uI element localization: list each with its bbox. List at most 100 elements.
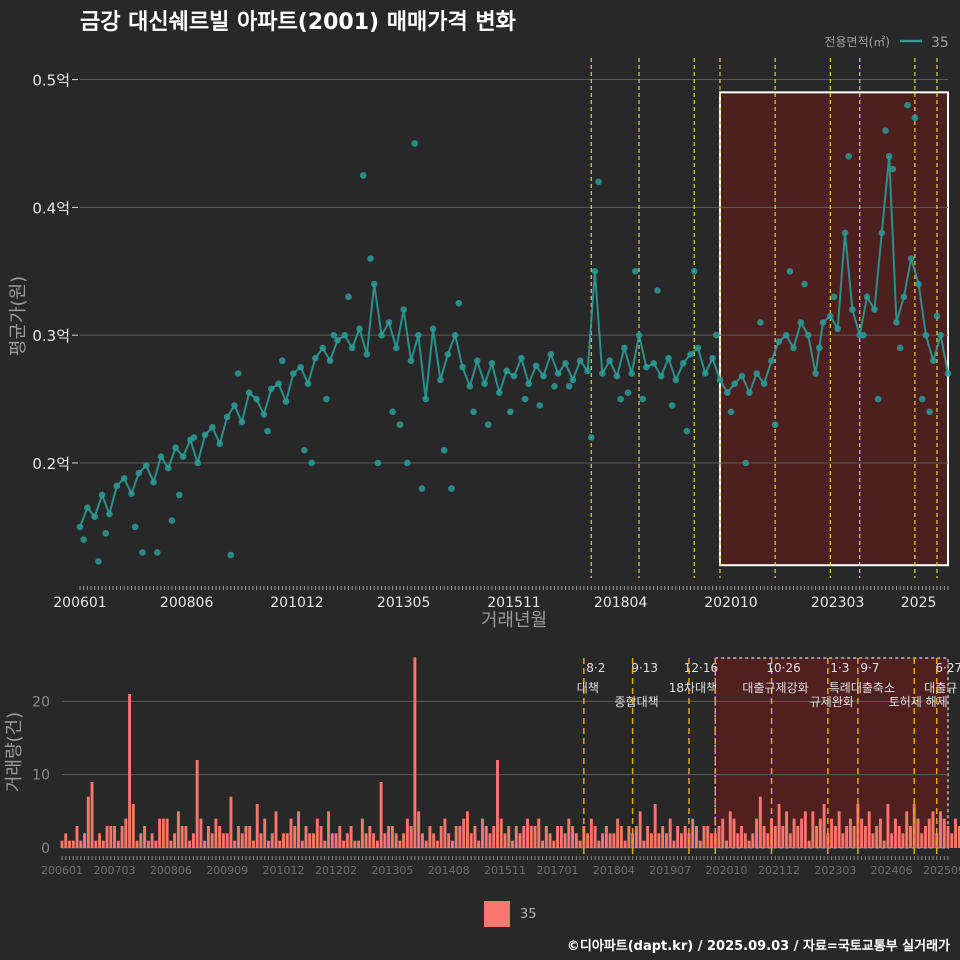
scatter-point <box>131 523 139 531</box>
volume-bar <box>717 826 721 848</box>
volume-bar <box>931 811 935 848</box>
volume-bar <box>218 826 222 848</box>
volume-bar <box>499 818 503 848</box>
volume-bar <box>304 826 308 848</box>
volume-bar <box>939 811 942 848</box>
y-tick-label: 0 <box>41 841 50 857</box>
legend-series-label: 35 <box>931 35 949 51</box>
scatter-point <box>690 267 698 275</box>
volume-bar <box>691 818 695 848</box>
y-tick-label: 0.3억 <box>32 327 70 345</box>
volume-bar <box>905 811 909 848</box>
volume-bar <box>236 826 240 848</box>
scatter-point <box>484 421 492 428</box>
volume-bar <box>875 826 879 848</box>
volume-bar <box>845 826 849 848</box>
scatter-point <box>323 395 330 403</box>
y-tick-label: 0.5억 <box>32 72 70 90</box>
volume-bar <box>169 840 173 848</box>
scatter-point <box>389 408 396 416</box>
volume-bar <box>469 833 473 848</box>
volume-bar <box>541 840 544 848</box>
scatter-point <box>712 331 720 339</box>
volume-bar <box>796 826 800 848</box>
scatter-point <box>367 255 374 262</box>
volume-bar <box>683 826 687 848</box>
volume-bar <box>954 818 957 848</box>
volume-bar <box>863 826 867 848</box>
volume-bar <box>529 826 533 848</box>
scatter-point <box>507 408 514 416</box>
volume-bar <box>950 833 954 848</box>
volume-bar <box>143 826 147 848</box>
scatter-point <box>95 558 102 565</box>
x-tick-label: 202112 <box>758 864 800 877</box>
volume-bar <box>552 840 556 848</box>
volume-panel: 0 10 20 8·2 대책 9·13 종합대책 12·16 18차대책 10·26 대출규제강화 1… <box>4 657 960 877</box>
volume-bar <box>466 811 469 848</box>
volume-bar <box>815 826 819 848</box>
policy-date-label: 9·7 <box>860 661 879 675</box>
volume-bar <box>334 833 338 848</box>
volume-bar <box>101 840 105 848</box>
volume-bar <box>803 811 807 848</box>
volume-bar <box>263 818 267 848</box>
scatter-point <box>624 389 632 396</box>
scatter-point <box>404 459 411 467</box>
volume-bar <box>627 826 631 848</box>
volume-bar <box>83 833 86 848</box>
policy-date-label: 1·3 <box>830 661 849 675</box>
x-tick-label: 2025 <box>901 595 937 611</box>
volume-bar <box>646 826 650 848</box>
volume-bar <box>882 840 886 848</box>
volume-bar <box>751 833 755 848</box>
volume-bar <box>649 833 653 848</box>
scatter-point <box>786 267 794 275</box>
scatter-point <box>168 517 176 524</box>
volume-bar <box>327 811 331 848</box>
legend-title: 전용면적(㎡) <box>824 35 890 49</box>
volume-bar <box>785 811 789 848</box>
volume-bar <box>105 826 109 848</box>
volume-bar <box>860 818 864 848</box>
scatter-point <box>176 491 183 499</box>
scatter-point <box>654 287 661 294</box>
volume-bar <box>496 760 499 848</box>
x-tick-label: 201202 <box>315 864 357 877</box>
x-tick-label: 202303 <box>814 864 856 877</box>
volume-bar <box>417 811 421 848</box>
policy-date-label: 12·16 <box>684 661 718 675</box>
volume-bar <box>725 840 728 848</box>
scatter-point <box>470 408 477 416</box>
scatter-point <box>727 408 735 416</box>
volume-bar <box>379 782 383 848</box>
volume-bar <box>477 840 481 848</box>
volume-bar <box>120 826 124 848</box>
scatter-point <box>757 319 764 326</box>
volume-bar <box>435 840 439 848</box>
volume-bar <box>507 826 511 848</box>
volume-bar <box>405 818 409 848</box>
volume-bar <box>916 818 920 848</box>
x-tick-label: 201701 <box>537 864 579 877</box>
scatter-point <box>448 485 455 492</box>
volume-bar <box>586 833 590 848</box>
y-axis-title: 평균가(원) <box>8 276 29 356</box>
volume-bar <box>837 811 841 848</box>
volume-bar <box>409 826 413 848</box>
volume-bar <box>176 811 180 848</box>
volume-bar <box>113 826 117 848</box>
volume-bar <box>668 818 672 848</box>
volume-bar <box>139 833 143 848</box>
volume-bar <box>454 826 458 848</box>
volume-bar <box>60 840 64 848</box>
volume-bar <box>623 840 627 848</box>
volume-bar <box>75 826 79 848</box>
volume-bar <box>158 818 162 848</box>
volume-bar <box>402 833 406 848</box>
scatter-point <box>536 402 544 409</box>
x-tick-label: 200909 <box>206 864 248 877</box>
scatter-point <box>440 446 448 454</box>
x-tick-label: 201907 <box>649 864 691 877</box>
volume-bar <box>830 818 834 848</box>
